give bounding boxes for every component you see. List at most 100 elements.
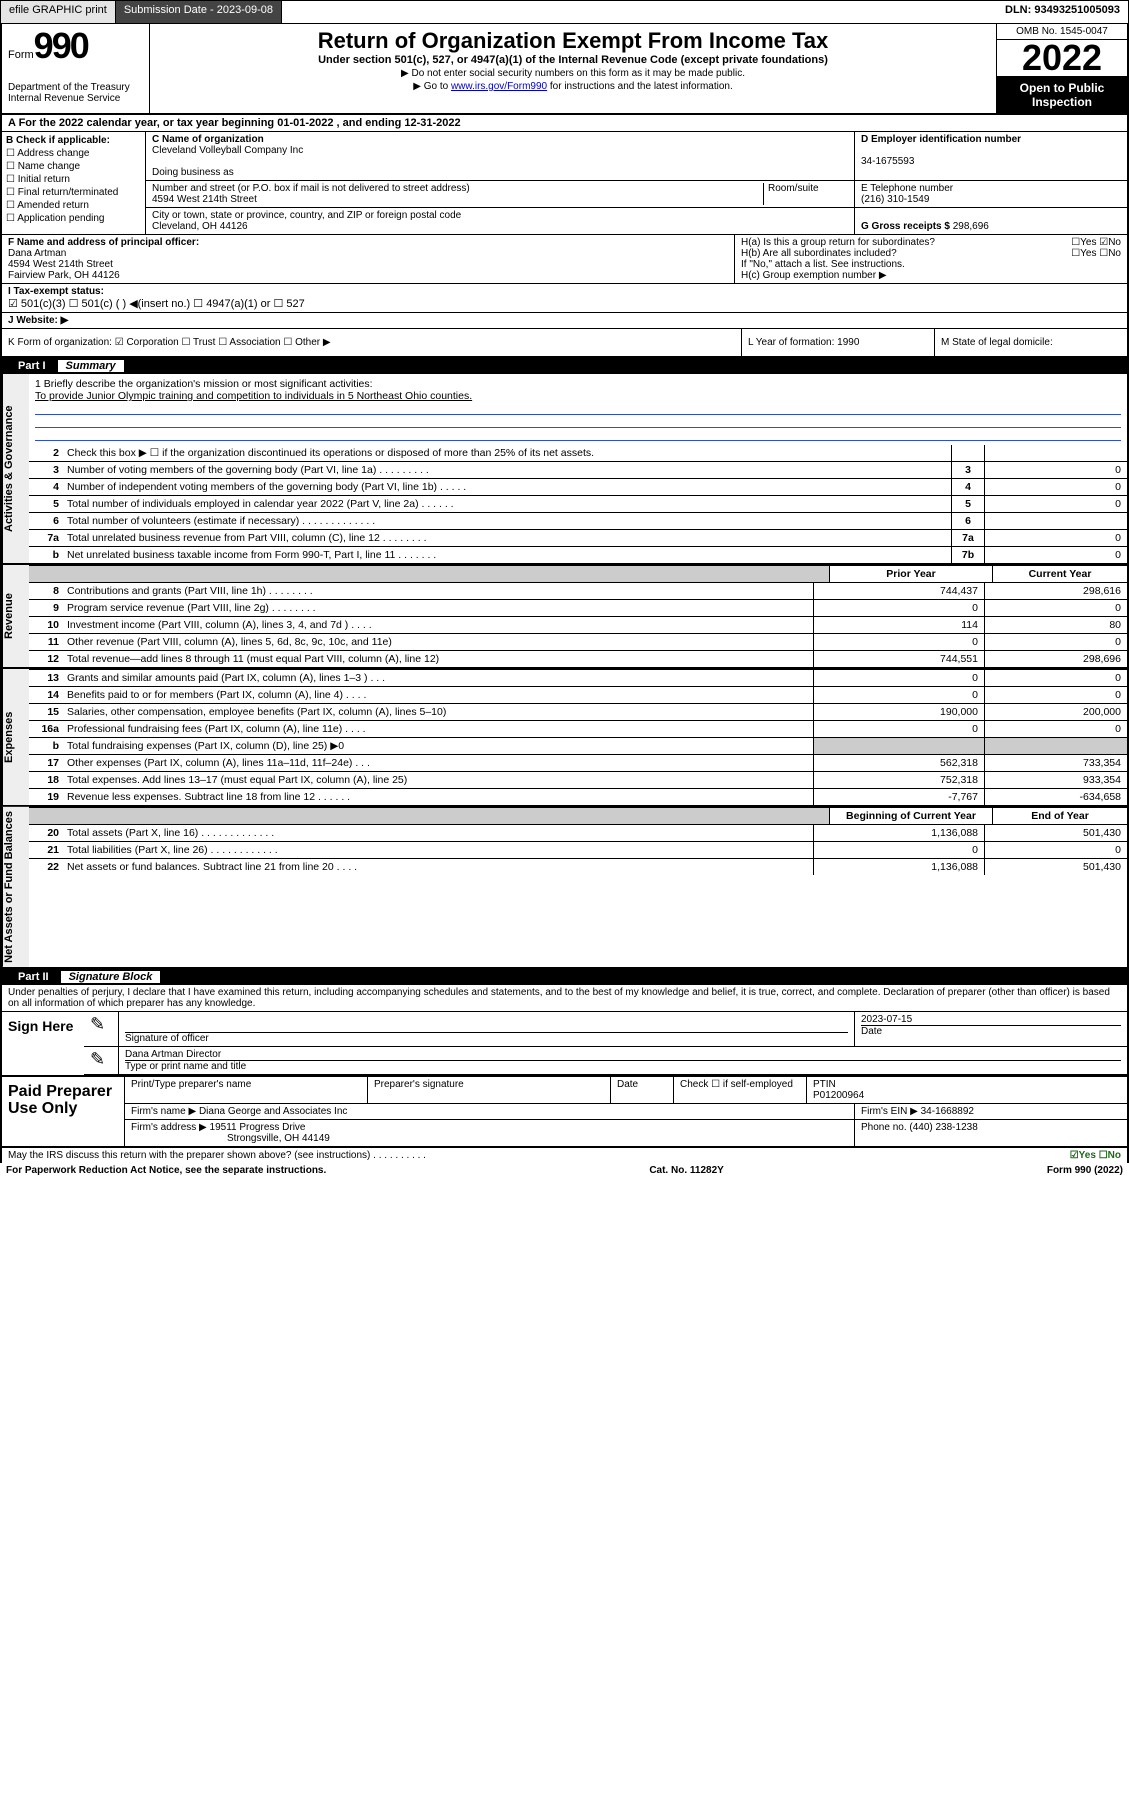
- ptin-value: P01200964: [813, 1090, 864, 1101]
- form-title: Return of Organization Exempt From Incom…: [160, 28, 986, 54]
- firm-addr-label: Firm's address ▶: [131, 1122, 210, 1133]
- self-employed-check[interactable]: Check ☐ if self-employed: [674, 1077, 807, 1103]
- part-ii-bar: Part IISignature Block: [0, 969, 1129, 985]
- paid-preparer-block: Paid Preparer Use Only Print/Type prepar…: [0, 1077, 1129, 1148]
- exp-line: 14Benefits paid to or for members (Part …: [29, 686, 1127, 703]
- b-checkbox[interactable]: ☐ Address change: [6, 147, 141, 160]
- exp-line: 19Revenue less expenses. Subtract line 1…: [29, 788, 1127, 805]
- date-caption: Date: [861, 1025, 1121, 1037]
- gov-line: 5Total number of individuals employed in…: [29, 495, 1127, 512]
- header-left: Form990 Department of the Treasury Inter…: [2, 24, 150, 113]
- tax-status-opts[interactable]: ☑ 501(c)(3) ☐ 501(c) ( ) ◀(insert no.) ☐…: [8, 298, 305, 310]
- vtab-governance: Activities & Governance: [2, 374, 29, 563]
- b-checkbox[interactable]: ☐ Application pending: [6, 212, 141, 225]
- dba-label: Doing business as: [152, 167, 234, 178]
- b-checkbox[interactable]: ☐ Final return/terminated: [6, 186, 141, 199]
- section-c-d: C Name of organizationCleveland Volleyba…: [146, 132, 1127, 234]
- firm-name: Diana George and Associates Inc: [199, 1106, 347, 1117]
- discuss-question: May the IRS discuss this return with the…: [8, 1150, 1070, 1161]
- section-b: B Check if applicable: ☐ Address change☐…: [2, 132, 146, 234]
- header-center: Return of Organization Exempt From Incom…: [150, 24, 996, 113]
- rev-line: 9Program service revenue (Part VIII, lin…: [29, 599, 1127, 616]
- irs-link[interactable]: www.irs.gov/Form990: [451, 81, 547, 92]
- rev-line: 11Other revenue (Part VIII, column (A), …: [29, 633, 1127, 650]
- gov-line: 6Total number of volunteers (estimate if…: [29, 512, 1127, 529]
- d-ein-label: D Employer identification number: [861, 134, 1021, 145]
- dln-label: DLN: 93493251005093: [997, 1, 1128, 23]
- netassets-section: Net Assets or Fund Balances Beginning of…: [0, 807, 1129, 969]
- m-label: M State of legal domicile:: [941, 337, 1053, 348]
- footer-left: For Paperwork Reduction Act Notice, see …: [6, 1165, 326, 1176]
- row-klm: K Form of organization: ☑ Corporation ☐ …: [0, 329, 1129, 358]
- discuss-yn[interactable]: ☑Yes ☐No: [1070, 1150, 1121, 1161]
- prep-name-head: Print/Type preparer's name: [125, 1077, 368, 1103]
- form-number: 990: [34, 25, 88, 66]
- e-phone-label: E Telephone number: [861, 183, 953, 194]
- tax-year: 2022: [997, 40, 1127, 77]
- mission-text: To provide Junior Olympic training and c…: [35, 390, 1121, 402]
- h-b-label: H(b) Are all subordinates included?: [741, 248, 897, 259]
- firm-ein: 34-1668892: [921, 1106, 974, 1117]
- exp-line: 15Salaries, other compensation, employee…: [29, 703, 1127, 720]
- h-a-label: H(a) Is this a group return for subordin…: [741, 237, 935, 248]
- city-value: Cleveland, OH 44126: [152, 221, 248, 232]
- firm-name-label: Firm's name ▶: [131, 1106, 199, 1117]
- row-j: J Website: ▶: [0, 313, 1129, 329]
- h-note: If "No," attach a list. See instructions…: [741, 259, 1121, 270]
- c-name-label: C Name of organization: [152, 134, 264, 145]
- sign-here-label: Sign Here: [2, 1012, 84, 1075]
- gov-line: 7aTotal unrelated business revenue from …: [29, 529, 1127, 546]
- street-value: 4594 West 214th Street: [152, 194, 257, 205]
- h-b-yn[interactable]: ☐Yes ☐No: [1071, 248, 1121, 259]
- form-word: Form: [8, 49, 34, 61]
- officer-name-title: Dana Artman Director: [125, 1049, 1121, 1060]
- submission-date-chip: Submission Date - 2023-09-08: [116, 1, 282, 23]
- b-checkbox[interactable]: ☐ Name change: [6, 160, 141, 173]
- sign-date: 2023-07-15: [861, 1014, 1121, 1025]
- exp-line: 18Total expenses. Add lines 13–17 (must …: [29, 771, 1127, 788]
- efile-button[interactable]: efile GRAPHIC print: [1, 1, 116, 23]
- ptin-label: PTIN: [813, 1079, 836, 1090]
- tax-year-row: A For the 2022 calendar year, or tax yea…: [0, 115, 1129, 132]
- exp-line: 17Other expenses (Part IX, column (A), l…: [29, 754, 1127, 771]
- firm-ein-label: Firm's EIN ▶: [861, 1106, 921, 1117]
- footer-right: Form 990 (2022): [1047, 1165, 1123, 1176]
- end-year-head: End of Year: [992, 808, 1127, 824]
- rev-line: 8Contributions and grants (Part VIII, li…: [29, 582, 1127, 599]
- open-public-tag: Open to Public Inspection: [997, 77, 1127, 113]
- footer-mid: Cat. No. 11282Y: [649, 1165, 723, 1176]
- row-i: I Tax-exempt status:☑ 501(c)(3) ☐ 501(c)…: [0, 284, 1129, 313]
- begin-year-head: Beginning of Current Year: [829, 808, 992, 824]
- l-label: L Year of formation:: [748, 337, 837, 348]
- na-line: 20Total assets (Part X, line 16) . . . .…: [29, 824, 1127, 841]
- governance-section: Activities & Governance 1 Briefly descri…: [0, 374, 1129, 565]
- h-c-label: H(c) Group exemption number ▶: [741, 270, 1121, 281]
- gov-line: 2Check this box ▶ ☐ if the organization …: [29, 445, 1127, 461]
- h-a-yn[interactable]: ☐Yes ☑No: [1071, 237, 1121, 248]
- org-name: Cleveland Volleyball Company Inc: [152, 145, 303, 156]
- city-label: City or town, state or province, country…: [152, 210, 461, 221]
- revenue-section: Revenue Prior YearCurrent Year 8Contribu…: [0, 565, 1129, 669]
- page-footer: For Paperwork Reduction Act Notice, see …: [0, 1163, 1129, 1184]
- l-value: 1990: [837, 337, 859, 348]
- k-form-org[interactable]: K Form of organization: ☑ Corporation ☐ …: [2, 329, 742, 356]
- b-checkbox[interactable]: ☐ Initial return: [6, 173, 141, 186]
- vtab-revenue: Revenue: [2, 565, 29, 667]
- firm-phone: (440) 238-1238: [909, 1122, 977, 1133]
- expenses-section: Expenses 13Grants and similar amounts pa…: [0, 669, 1129, 807]
- top-bar: efile GRAPHIC print Submission Date - 20…: [0, 0, 1129, 24]
- exp-line: 13Grants and similar amounts paid (Part …: [29, 669, 1127, 686]
- gov-line: bNet unrelated business taxable income f…: [29, 546, 1127, 563]
- vtab-netassets: Net Assets or Fund Balances: [2, 807, 29, 967]
- officer-street: 4594 West 214th Street: [8, 259, 113, 270]
- rev-line: 10Investment income (Part VIII, column (…: [29, 616, 1127, 633]
- firm-addr2: Strongsville, OH 44149: [227, 1133, 330, 1144]
- signature-block: Under penalties of perjury, I declare th…: [0, 985, 1129, 1077]
- b-checkbox[interactable]: ☐ Amended return: [6, 199, 141, 212]
- form-note2: ▶ Go to www.irs.gov/Form990 for instruct…: [160, 81, 986, 92]
- form-subtitle: Under section 501(c), 527, or 4947(a)(1)…: [160, 54, 986, 66]
- header-right: OMB No. 1545-0047 2022 Open to Public In…: [996, 24, 1127, 113]
- discuss-row: May the IRS discuss this return with the…: [0, 1148, 1129, 1163]
- na-line: 21Total liabilities (Part X, line 26) . …: [29, 841, 1127, 858]
- gross-receipts-value: 298,696: [953, 221, 989, 232]
